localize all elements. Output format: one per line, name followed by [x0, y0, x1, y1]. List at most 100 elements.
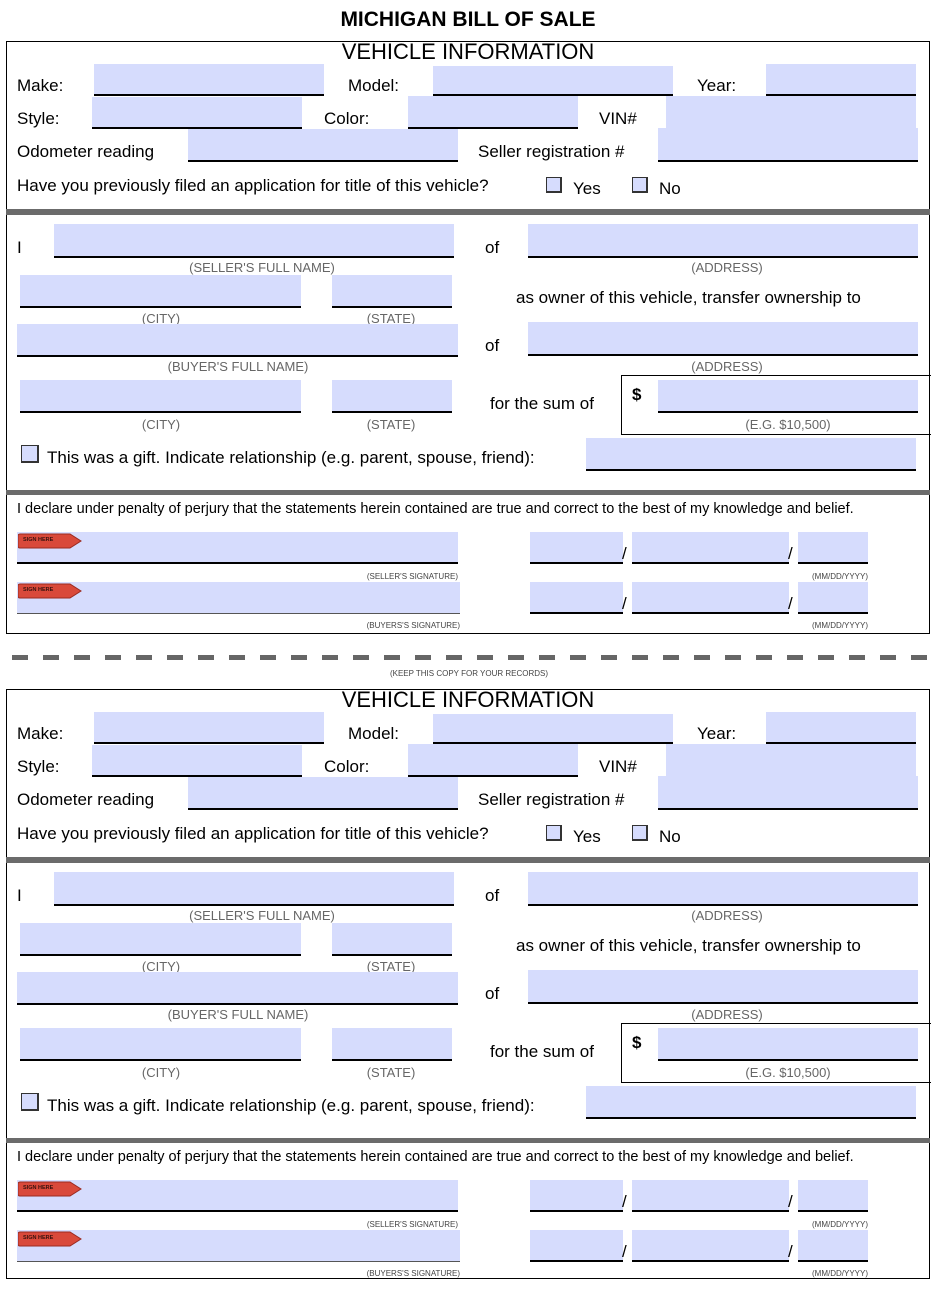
keep-copy-note: (KEEP THIS COPY FOR YOUR RECORDS) — [389, 669, 549, 678]
separator-dash — [353, 655, 369, 660]
seller-address-field[interactable] — [528, 872, 918, 906]
seller-date-month-field[interactable] — [530, 1180, 623, 1212]
sign-here-arrow-icon — [18, 1181, 82, 1197]
sign-here-tag: SIGN HERE — [18, 583, 82, 599]
separator-dash — [167, 655, 183, 660]
yes-label: Yes — [573, 827, 601, 846]
buyer-date-day-field[interactable] — [632, 582, 789, 614]
city-hint: (CITY) — [141, 959, 181, 974]
separator-dash — [477, 655, 493, 660]
no-label: No — [659, 179, 681, 198]
yes-checkbox[interactable] — [546, 177, 562, 193]
separator-dash — [849, 655, 865, 660]
address-hint: (ADDRESS) — [691, 260, 763, 275]
color-field[interactable] — [408, 744, 578, 777]
address-hint: (ADDRESS) — [691, 359, 763, 374]
seller-date-month-field[interactable] — [530, 532, 623, 564]
separator-dash — [322, 655, 338, 660]
year-field[interactable] — [766, 64, 916, 96]
separator-dash — [694, 655, 710, 660]
seller-city-field[interactable] — [20, 275, 301, 308]
seller-registration-field[interactable] — [658, 128, 918, 162]
seller-signature-field[interactable] — [17, 1180, 458, 1212]
buyer-name-field[interactable] — [17, 324, 458, 357]
buyer-address-field[interactable] — [528, 322, 918, 356]
state-hint: (STATE) — [366, 959, 416, 974]
buyer-date-year-field[interactable] — [798, 1230, 868, 1262]
seller-city-field[interactable] — [20, 923, 301, 956]
buyer-state-field[interactable] — [332, 1028, 452, 1061]
seller-date-day-field[interactable] — [632, 532, 789, 564]
separator-dash — [198, 655, 214, 660]
no-checkbox[interactable] — [632, 177, 648, 193]
odometer-label: Odometer reading — [17, 790, 155, 809]
style-field[interactable] — [92, 745, 302, 777]
relationship-field[interactable] — [586, 1086, 916, 1119]
gift-text: This was a gift. Indicate relationship (… — [47, 448, 535, 467]
date-format-hint: (MM/DD/YYYY) — [812, 621, 868, 630]
vin-field[interactable] — [666, 744, 916, 777]
form-box — [6, 41, 930, 634]
buyer-signature-field[interactable] — [17, 582, 460, 614]
sum-field[interactable] — [658, 380, 918, 413]
section-title: VEHICLE INFORMATION — [341, 39, 595, 64]
seller-registration-field[interactable] — [658, 776, 918, 810]
transfer-text: as owner of this vehicle, transfer owner… — [516, 936, 861, 955]
gift-checkbox[interactable] — [21, 445, 39, 463]
color-field[interactable] — [408, 96, 578, 129]
sum-field[interactable] — [658, 1028, 918, 1061]
odometer-label: Odometer reading — [17, 142, 155, 161]
declaration-text: I declare under penalty of perjury that … — [17, 1149, 854, 1165]
date-format-hint: (MM/DD/YYYY) — [812, 572, 868, 581]
vin-label: VIN# — [599, 109, 637, 128]
gift-checkbox[interactable] — [21, 1093, 39, 1111]
buyer-state-field[interactable] — [332, 380, 452, 413]
seller-name-field[interactable] — [54, 224, 454, 258]
seller-date-year-field[interactable] — [798, 532, 868, 564]
seller-date-day-field[interactable] — [632, 1180, 789, 1212]
seller-signature-field[interactable] — [17, 532, 458, 564]
date-slash: / — [788, 594, 793, 613]
seller-name-field[interactable] — [54, 872, 454, 906]
odometer-field[interactable] — [188, 777, 458, 810]
seller-date-year-field[interactable] — [798, 1180, 868, 1212]
i-label: I — [17, 886, 22, 905]
year-field[interactable] — [766, 712, 916, 744]
sign-here-tag-text: SIGN HERE — [23, 587, 54, 593]
separator-dash — [632, 655, 648, 660]
seller-state-field[interactable] — [332, 275, 452, 308]
yes-checkbox[interactable] — [546, 825, 562, 841]
make-field[interactable] — [94, 64, 324, 96]
buyer-city-field[interactable] — [20, 1028, 301, 1061]
buyer-city-field[interactable] — [20, 380, 301, 413]
buyer-date-month-field[interactable] — [530, 582, 623, 614]
seller-address-field[interactable] — [528, 224, 918, 258]
model-field[interactable] — [433, 66, 673, 96]
no-label: No — [659, 827, 681, 846]
no-checkbox[interactable] — [632, 825, 648, 841]
relationship-field[interactable] — [586, 438, 916, 471]
separator-dash — [911, 655, 927, 660]
separator-dash — [508, 655, 524, 660]
buyer-signature-hint: (BUYERS'S SIGNATURE) — [366, 1269, 460, 1278]
dollar-sign: $ — [632, 1033, 642, 1052]
buyer-date-year-field[interactable] — [798, 582, 868, 614]
buyer-signature-field[interactable] — [17, 1230, 460, 1262]
odometer-field[interactable] — [188, 129, 458, 162]
separator-dash — [601, 655, 617, 660]
sum-box — [621, 1023, 931, 1083]
buyer-date-day-field[interactable] — [632, 1230, 789, 1262]
separator-dash — [291, 655, 307, 660]
model-field[interactable] — [433, 714, 673, 744]
sign-here-arrow-icon — [18, 533, 82, 549]
buyer-name-field[interactable] — [17, 972, 458, 1005]
seller-state-field[interactable] — [332, 923, 452, 956]
buyer-address-field[interactable] — [528, 970, 918, 1004]
separator-dash — [229, 655, 245, 660]
buyer-date-month-field[interactable] — [530, 1230, 623, 1262]
make-field[interactable] — [94, 712, 324, 744]
make-label: Make: — [17, 724, 64, 743]
vin-field[interactable] — [666, 96, 916, 129]
style-field[interactable] — [92, 97, 302, 129]
dollar-sign: $ — [632, 385, 642, 404]
